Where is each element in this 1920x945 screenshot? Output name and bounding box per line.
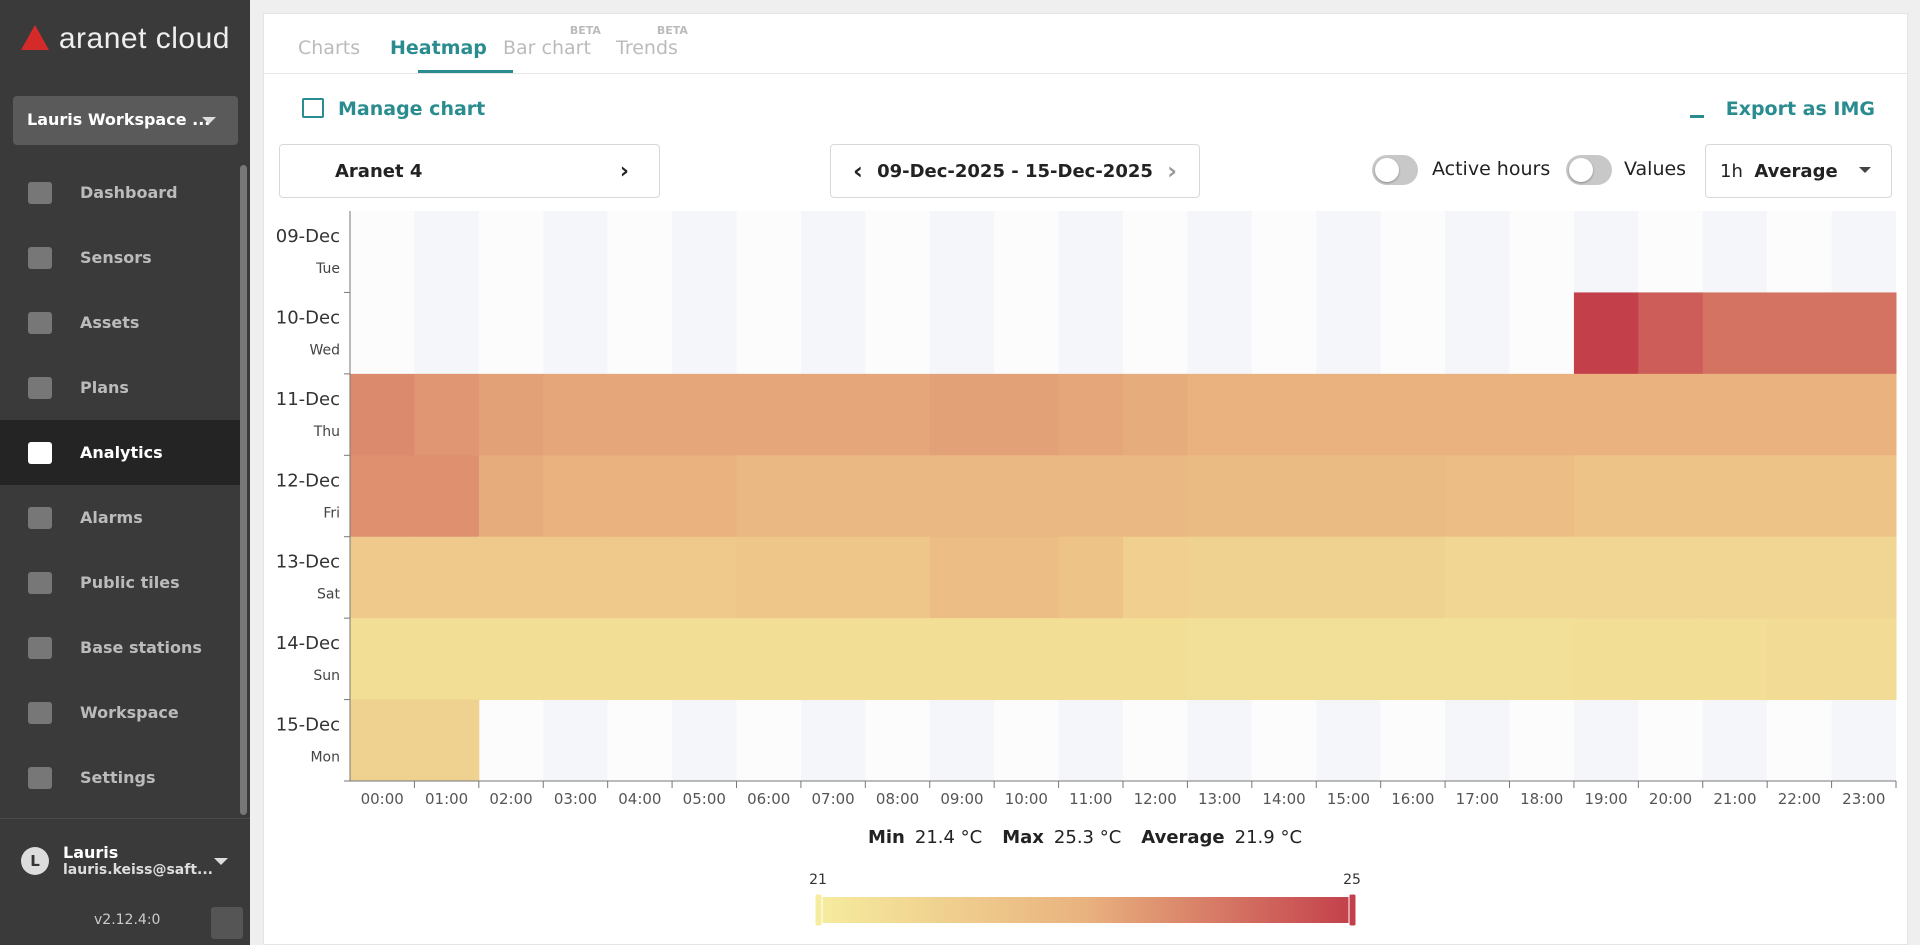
tab-indicator: [418, 70, 513, 73]
nav-label: Dashboard: [80, 183, 178, 202]
export[interactable]: Export as IMG: [1689, 98, 1875, 120]
main-panel: Charts Heatmap Bar chart BETA Trends BETA Man…: [263, 13, 1908, 945]
aggregation: Average: [1754, 160, 1838, 182]
nav-icon: [28, 441, 52, 464]
toggle[interactable]: [1372, 155, 1418, 185]
manage-label: Manage chart: [338, 98, 486, 120]
export-label: Export as IMG: [1725, 98, 1875, 120]
nav-label: Public tiles: [80, 573, 180, 592]
sensor-name: Aranet 4: [335, 160, 423, 182]
nav-icon: [28, 376, 52, 399]
workspace-select[interactable]: Lauris Workspace ...: [13, 96, 238, 145]
logo-icon: [21, 25, 49, 50]
tab[interactable]: Charts: [298, 37, 360, 59]
tab[interactable]: Heatmap: [390, 37, 487, 59]
nav-icon: [28, 181, 52, 204]
interval: 1h: [1720, 160, 1743, 182]
nav-label: Plans: [80, 378, 129, 397]
tab-label: Trends: [616, 37, 678, 59]
collapse-button[interactable]: [211, 907, 243, 939]
nav-icon: [28, 246, 52, 269]
tab-label: Heatmap: [390, 37, 487, 59]
tab[interactable]: Trends BETA: [616, 24, 688, 59]
version: v2.12.4:0: [94, 912, 161, 928]
export-icon: [1689, 98, 1704, 118]
sidebar: aranet cloud Lauris Workspace ... Dashbo…: [0, 0, 250, 945]
logo[interactable]: aranet cloud: [20, 22, 230, 56]
user-name: Lauris: [63, 843, 119, 862]
chevron: ›: [619, 158, 629, 184]
user-email: lauris.keiss@saft...: [63, 862, 213, 878]
nav-label: Analytics: [80, 443, 163, 462]
nav-item[interactable]: Analytics: [0, 420, 242, 485]
tab[interactable]: Bar chart BETA: [503, 24, 601, 59]
avatar: L: [21, 847, 49, 875]
nav-item[interactable]: Assets: [0, 290, 242, 355]
caret: [1859, 167, 1871, 179]
nav-item[interactable]: Workspace: [0, 680, 242, 745]
tab-label: Charts: [298, 37, 361, 59]
nav-label: Base stations: [80, 638, 202, 657]
nav-icon: [28, 311, 52, 334]
prev[interactable]: ‹: [853, 157, 863, 185]
nav-item[interactable]: Public tiles: [0, 550, 242, 615]
nav-icon: [28, 766, 52, 789]
user-menu[interactable]: L Lauris lauris.keiss@saft...: [0, 818, 250, 900]
nav-icon: [28, 636, 52, 659]
nav-label: Workspace: [80, 703, 179, 722]
nav-item[interactable]: Dashboard: [0, 160, 242, 225]
next[interactable]: ›: [1167, 157, 1177, 185]
nav-item[interactable]: Alarms: [0, 485, 242, 550]
tab-label: Bar chart: [503, 37, 591, 59]
nav-item[interactable]: Sensors: [0, 225, 242, 290]
date-range-label: 09-Dec-2025 - 15-Dec-2025: [877, 160, 1153, 182]
nav-item[interactable]: Base stations: [0, 615, 242, 680]
nav-label: Assets: [80, 313, 140, 332]
nav-item[interactable]: Plans: [0, 355, 242, 420]
nav-icon: [28, 701, 52, 724]
manage-icon: [302, 98, 324, 118]
nav-icon: [28, 571, 52, 594]
tab-badge: BETA: [656, 24, 688, 37]
manage-chart[interactable]: Manage chart: [302, 98, 485, 120]
nav-item[interactable]: Settings: [0, 745, 242, 810]
toggle-label: Active hours: [1432, 158, 1551, 180]
tab-badge: BETA: [569, 24, 601, 37]
tab-divider: [264, 73, 1907, 74]
aggregation-select[interactable]: 1h Average: [1705, 144, 1892, 198]
brand: aranet cloud: [58, 22, 230, 55]
sensor-select[interactable]: Aranet 4 ›: [279, 144, 660, 198]
nav-icon: [28, 506, 52, 529]
toggle-label: Values: [1624, 158, 1687, 180]
scrollbar[interactable]: [240, 165, 247, 815]
date-range[interactable]: ‹ 09-Dec-2025 - 15-Dec-2025 ›: [830, 144, 1200, 198]
nav-label: Sensors: [80, 248, 152, 267]
nav-label: Alarms: [80, 508, 143, 527]
nav-label: Settings: [80, 768, 156, 787]
toggle[interactable]: [1566, 155, 1612, 185]
